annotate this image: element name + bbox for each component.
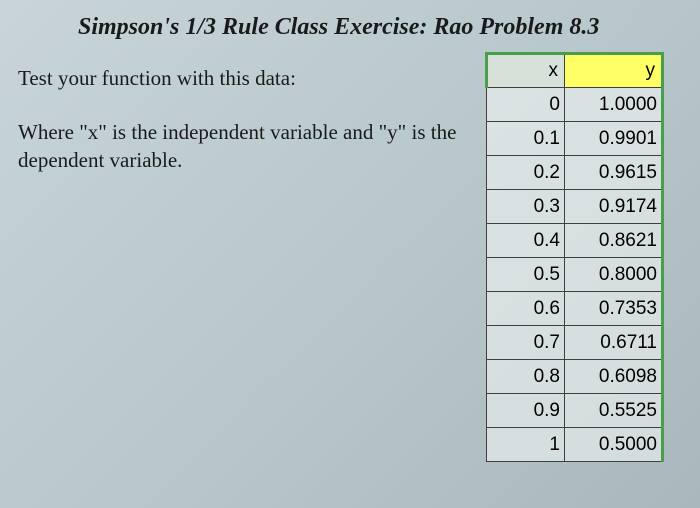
cell-x: 0.9: [487, 394, 565, 428]
cell-x: 0.7: [487, 326, 565, 360]
cell-y: 1.0000: [565, 88, 663, 122]
instruction-text: Test your function with this data:: [18, 64, 296, 93]
cell-x: 0: [487, 88, 565, 122]
cell-y: 0.9615: [565, 156, 663, 190]
table-row: 1 0.5000: [487, 428, 663, 462]
table-row: 0.6 0.7353: [487, 292, 663, 326]
table-row: 0.2 0.9615: [487, 156, 663, 190]
page-title: Simpson's 1/3 Rule Class Exercise: Rao P…: [78, 14, 599, 41]
table-header-row: x y: [487, 54, 663, 88]
cell-x: 0.5: [487, 258, 565, 292]
table-row: 0.8 0.6098: [487, 360, 663, 394]
xy-data-table: x y 0 1.0000 0.1 0.9901 0.2 0.9615 0.3 0…: [485, 52, 664, 462]
table-body: 0 1.0000 0.1 0.9901 0.2 0.9615 0.3 0.917…: [487, 88, 663, 462]
table-row: 0.7 0.6711: [487, 326, 663, 360]
cell-y: 0.5000: [565, 428, 663, 462]
column-header-y: y: [565, 54, 663, 88]
cell-y: 0.8621: [565, 224, 663, 258]
table-row: 0.5 0.8000: [487, 258, 663, 292]
cell-y: 0.7353: [565, 292, 663, 326]
table-row: 0.4 0.8621: [487, 224, 663, 258]
table-row: 0.9 0.5525: [487, 394, 663, 428]
cell-x: 0.3: [487, 190, 565, 224]
cell-y: 0.6711: [565, 326, 663, 360]
cell-x: 0.6: [487, 292, 565, 326]
cell-y: 0.9901: [565, 122, 663, 156]
table-row: 0.1 0.9901: [487, 122, 663, 156]
cell-y: 0.8000: [565, 258, 663, 292]
cell-x: 0.4: [487, 224, 565, 258]
cell-y: 0.9174: [565, 190, 663, 224]
cell-x: 1: [487, 428, 565, 462]
cell-x: 0.1: [487, 122, 565, 156]
table-row: 0.3 0.9174: [487, 190, 663, 224]
column-header-x: x: [487, 54, 565, 88]
cell-y: 0.5525: [565, 394, 663, 428]
description-text: Where "x" is the independent variable an…: [18, 118, 458, 175]
cell-x: 0.8: [487, 360, 565, 394]
table-row: 0 1.0000: [487, 88, 663, 122]
cell-y: 0.6098: [565, 360, 663, 394]
cell-x: 0.2: [487, 156, 565, 190]
